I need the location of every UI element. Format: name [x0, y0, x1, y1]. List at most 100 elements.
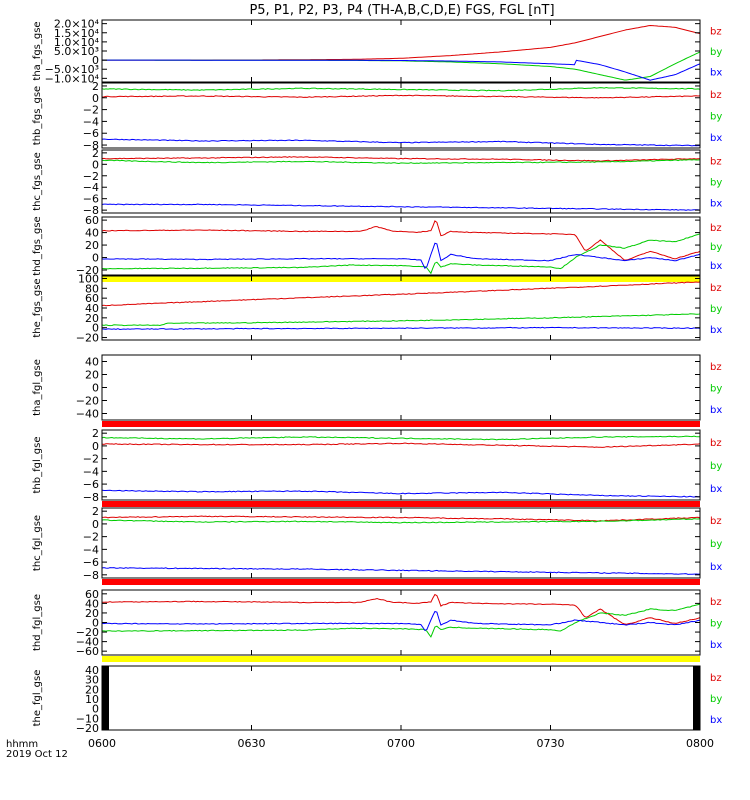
- x-tick-label: 0800: [686, 737, 714, 750]
- series-line-thc_fgl-by: [101, 518, 701, 524]
- y-tick-label: −20: [76, 626, 99, 639]
- status-bar-red: [102, 501, 700, 507]
- legend-bz: bz: [710, 157, 722, 168]
- y-tick-label: −60: [76, 645, 99, 658]
- series-line-thd_fgl-bz: [102, 593, 701, 625]
- panel-frame: [101, 19, 701, 83]
- legend-by: by: [710, 47, 722, 58]
- y-tick-label: 20: [85, 683, 99, 696]
- series-line-thd_fgs-bz: [101, 220, 701, 261]
- y-tick-label: 2: [92, 147, 99, 160]
- series-line-the_fgs-by: [101, 313, 701, 327]
- y-tick-label: −20: [76, 332, 99, 345]
- y-tick-label: 0: [92, 252, 99, 265]
- y-tick-label: 40: [85, 227, 99, 240]
- y-tick-label: −20: [76, 264, 99, 277]
- status-bar-yellow: [102, 656, 700, 662]
- series-line-thb_fgs-by: [101, 86, 701, 92]
- y-tick-label: 20: [85, 239, 99, 252]
- y-tick-label: 40: [85, 302, 99, 315]
- y-tick-label: −2: [83, 453, 99, 466]
- y-tick-label: −1.0×10⁴: [45, 72, 100, 85]
- legend-bz: bz: [710, 90, 722, 101]
- y-tick-label: −4: [83, 115, 99, 128]
- y-tick-label: 20: [85, 369, 99, 382]
- series-line-the_fgs-bx: [101, 326, 701, 331]
- legend-bz: bz: [710, 27, 722, 38]
- y-tick-label: 0: [92, 518, 99, 531]
- y-tick-label: −4: [83, 543, 99, 556]
- y-axis-label: the_fgl_gse: [32, 670, 43, 727]
- edge-marker-right: [693, 666, 700, 730]
- time-units-label: hhmm: [6, 739, 38, 750]
- x-tick-label: 0600: [88, 737, 116, 750]
- y-tick-label: −6: [83, 193, 99, 206]
- legend-bx: bx: [710, 562, 722, 573]
- y-tick-label: −6: [83, 127, 99, 140]
- series-line-thc_fgs-by: [101, 159, 701, 165]
- y-tick-label: 0: [92, 382, 99, 395]
- y-tick-label: −8: [83, 569, 99, 582]
- y-tick-label: 100: [78, 272, 99, 285]
- y-tick-label: 2: [92, 427, 99, 440]
- panel-thb_fgs: −8−6−4−202 thb_fgs_gse bz by bx: [32, 80, 722, 152]
- y-axis-label: tha_fgs_gse: [32, 21, 43, 80]
- status-bar-red: [102, 579, 700, 585]
- legend-bz: bz: [710, 516, 722, 527]
- panel-frame: [101, 429, 701, 501]
- y-tick-label: 2.0×10⁴: [54, 18, 100, 31]
- legend-by: by: [710, 112, 722, 123]
- legend-bx: bx: [710, 261, 722, 272]
- panel-frame: [101, 507, 701, 579]
- y-tick-label: 0: [92, 54, 99, 67]
- y-tick-label: −40: [76, 408, 99, 421]
- y-tick-label: 0: [92, 322, 99, 335]
- y-tick-label: 60: [85, 588, 99, 601]
- y-tick-label: −8: [83, 204, 99, 217]
- date-label: 2019 Oct 12: [6, 749, 68, 760]
- legend-bx: bx: [710, 484, 722, 495]
- y-tick-label: −8: [83, 139, 99, 152]
- legend-bz: bz: [710, 223, 722, 234]
- x-tick-label: 0730: [537, 737, 565, 750]
- legend-by: by: [710, 384, 722, 395]
- series-line-thd_fgs-by: [101, 233, 701, 275]
- y-tick-label: 0: [92, 703, 99, 716]
- series-line-thc_fgs-bz: [101, 156, 701, 162]
- legend-bx: bx: [710, 715, 722, 726]
- panel-thc_fgs: −8−6−4−202 thc_fgs_gse bz by bx: [32, 147, 722, 217]
- series-line-tha_fgs-bx: [102, 59, 701, 81]
- series-line-thb_fgs-bz: [101, 94, 701, 99]
- legend-bx: bx: [710, 405, 722, 416]
- legend-bx: bx: [710, 325, 722, 336]
- x-tick-label: 0630: [238, 737, 266, 750]
- y-axis-label: thb_fgs_gse: [32, 86, 43, 145]
- legend-bx: bx: [710, 198, 722, 209]
- y-tick-label: 20: [85, 312, 99, 325]
- panel-frame: [101, 149, 701, 214]
- legend-by: by: [710, 694, 722, 705]
- legend-bz: bz: [710, 362, 722, 373]
- y-tick-label: 2: [92, 505, 99, 518]
- edge-marker-left: [102, 666, 109, 730]
- legend-bz: bz: [710, 673, 722, 684]
- legend-by: by: [710, 178, 722, 189]
- y-tick-label: 1.5×10⁴: [54, 27, 100, 40]
- panel-thb_fgl: −8−6−4−202 thb_fgl_gse bz by bx: [32, 427, 722, 507]
- y-tick-label: −2: [83, 104, 99, 117]
- y-axis-label: the_fgs_gse: [32, 278, 43, 337]
- y-tick-label: −6: [83, 478, 99, 491]
- panel-frame: [101, 665, 701, 731]
- series-line-thc_fgs-bx: [101, 203, 701, 211]
- y-tick-label: −2: [83, 531, 99, 544]
- y-axis-label: thd_fgs_gse: [32, 216, 43, 275]
- series-line-thd_fgl-bx: [101, 610, 701, 632]
- series-line-thc_fgl-bz: [101, 515, 701, 522]
- y-tick-label: 30: [85, 674, 99, 687]
- legend-by: by: [710, 242, 722, 253]
